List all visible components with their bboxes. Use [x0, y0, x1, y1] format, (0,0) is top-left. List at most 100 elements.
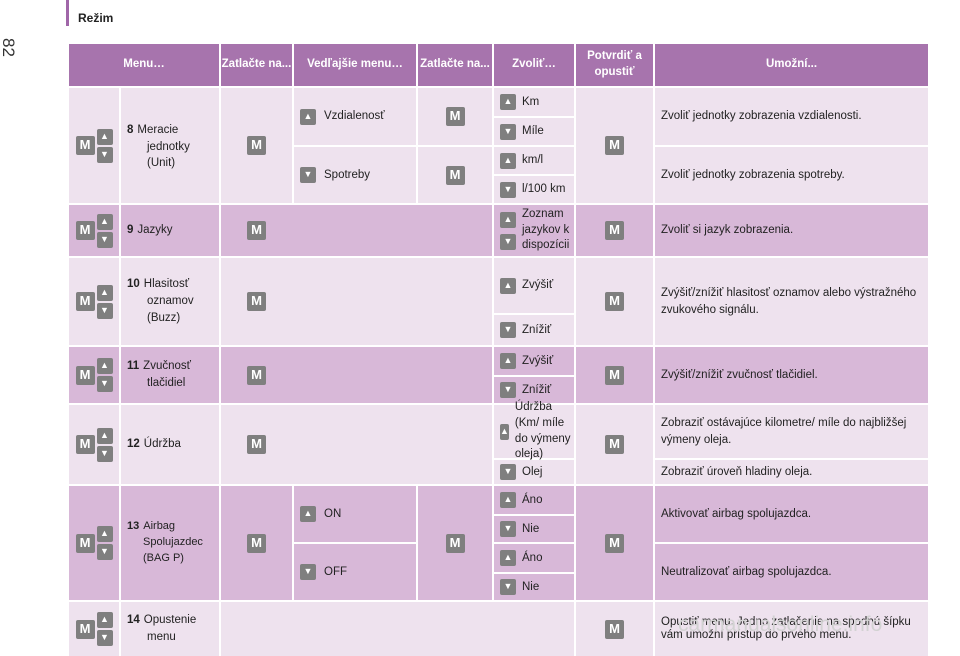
menu-label-line: Hlasitosť [143, 278, 190, 291]
submenu-cell: ▼ OFF [294, 544, 416, 600]
option-label: Km [522, 95, 540, 108]
up-arrow-icon: ▲ [96, 284, 113, 301]
col-header-submenu: Vedľajšie menu… [294, 44, 416, 86]
submenu-label: Spotreby [324, 168, 371, 181]
down-arrow-icon: ▼ [500, 521, 516, 537]
effect-text: Aktivovať airbag spolujazdca. [655, 486, 928, 542]
down-arrow-icon: ▼ [96, 544, 113, 560]
menu-label-line: tlačidiel [147, 377, 186, 389]
up-arrow-icon: ▲ [500, 152, 516, 169]
option-cell: ▼ Olej [494, 460, 574, 484]
submenu-cell: ▲ ON [294, 486, 416, 542]
col-header-press-2: Zatlačte na... [418, 44, 492, 86]
press-cell: M [418, 88, 492, 145]
down-arrow-icon: ▼ [500, 233, 516, 250]
confirm-cell: M [576, 347, 653, 403]
m-button-icon: M [605, 365, 624, 385]
menu-item: 14 Opustenie menu [121, 602, 219, 656]
m-button-icon: M [75, 136, 95, 155]
m-button-icon: M [247, 533, 266, 553]
menu-label-line: menu [147, 631, 176, 643]
menu-number: 11 [127, 360, 140, 373]
option-cell: ▼ Nie [494, 574, 574, 600]
empty-cell [221, 602, 574, 656]
menu-nav-buttons: M ▲ ▼ [69, 602, 119, 656]
up-arrow-icon: ▲ [300, 506, 316, 522]
menu-label: Jazyky [137, 224, 173, 237]
m-button-icon: M [445, 165, 465, 185]
confirm-cell: M [576, 602, 653, 656]
option-cell: ▲ km/l [494, 147, 574, 174]
press-cell: M [418, 147, 492, 203]
submenu-cell: ▼ Spotreby [294, 147, 416, 203]
option-label: Míle [522, 125, 544, 138]
effect-text: Zvoliť si jazyk zobrazenia. [655, 205, 928, 256]
menu-label-line: (Buzz) [147, 311, 181, 324]
up-arrow-icon: ▲ [500, 353, 516, 369]
option-cell: ▼ Nie [494, 516, 574, 542]
menu-table: Menu… Zatlačte na... Vedľajšie menu… Zat… [69, 44, 928, 656]
menu-label-line: Spolujazdec [143, 536, 203, 549]
submenu-label: ON [324, 507, 342, 520]
menu-nav-buttons: M ▲ ▼ [69, 88, 119, 203]
down-arrow-icon: ▼ [96, 231, 113, 248]
effect-text: Neutralizovať airbag spolujazdca. [655, 544, 928, 600]
option-cell: ▲ Zvýšiť [494, 347, 574, 375]
option-cell: ▲ Údržba (Km/ míle do výmeny oleja) [494, 401, 574, 460]
up-arrow-icon: ▲ [300, 108, 316, 125]
option-label: km/l [522, 154, 544, 167]
press-cell: M [418, 486, 492, 600]
confirm-cell: M [576, 88, 653, 203]
menu-item: 13 Airbag Spolujazdec (BAG P) [121, 486, 219, 600]
option-label: Znížiť [522, 323, 552, 336]
option-label: Znížiť [522, 383, 552, 396]
submenu-label: OFF [324, 565, 347, 578]
down-arrow-icon: ▼ [500, 322, 516, 338]
down-arrow-icon: ▼ [500, 382, 516, 398]
menu-label-line: (Unit) [147, 157, 176, 170]
press-cell: M [221, 258, 492, 345]
option-label: l/100 km [522, 183, 566, 196]
option-cell: ▲ Km [494, 88, 574, 116]
menu-label-line: Airbag [143, 520, 176, 533]
menu-number: 10 [127, 278, 140, 291]
option-cell: ▼ Míle [494, 118, 574, 145]
option-label: Zvýšiť [522, 354, 554, 367]
menu-nav-buttons: M ▲ ▼ [69, 486, 119, 600]
col-header-confirm: Potvrdiť a opustiť [576, 44, 653, 86]
menu-item: 11 Zvučnosť tlačidiel [121, 347, 219, 403]
option-label: Nie [522, 580, 540, 593]
menu-label-line: (BAG P) [143, 551, 184, 564]
menu-nav-buttons: M ▲ ▼ [69, 347, 119, 403]
effect-text: Zvýšiť/znížiť zvučnosť tlačidiel. [655, 347, 928, 403]
m-button-icon: M [75, 619, 95, 639]
up-arrow-icon: ▲ [96, 358, 113, 374]
col-header-menu: Menu… [69, 44, 219, 86]
down-arrow-icon: ▼ [96, 445, 113, 462]
option-label: Nie [522, 522, 540, 535]
m-button-icon: M [247, 136, 266, 155]
down-arrow-icon: ▼ [500, 181, 516, 198]
m-button-icon: M [605, 619, 624, 639]
menu-number: 13 [127, 520, 140, 533]
down-arrow-icon: ▼ [500, 579, 516, 595]
m-button-icon: M [445, 107, 465, 126]
press-cell: M [221, 486, 292, 600]
option-cell: ▲ Áno [494, 486, 574, 514]
menu-label-line: Zvučnosť [143, 360, 191, 373]
option-cell: ▼ Znížiť [494, 315, 574, 345]
up-arrow-icon: ▲ [500, 550, 516, 566]
press-cell: M [221, 405, 492, 484]
down-arrow-icon: ▼ [96, 376, 113, 392]
watermark: carmanualsonline.info [678, 613, 883, 636]
m-button-icon: M [605, 221, 624, 240]
up-arrow-icon: ▲ [500, 492, 516, 508]
confirm-cell: M [576, 405, 653, 484]
menu-item: 12 Údržba [121, 405, 219, 484]
up-arrow-icon: ▲ [500, 211, 516, 228]
effect-text: Zobraziť ostávajúce kilometre/ míle do n… [655, 405, 928, 458]
col-header-select: Zvoliť… [494, 44, 574, 86]
effect-text: Zvoliť jednotky zobrazenia spotreby. [655, 147, 928, 203]
menu-number: 9 [127, 224, 134, 237]
confirm-cell: M [576, 258, 653, 345]
